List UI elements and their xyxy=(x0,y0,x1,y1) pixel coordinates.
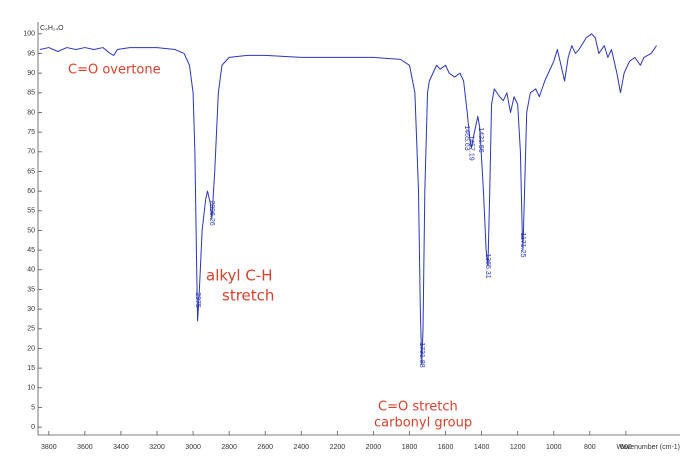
x-tick-label: 800 xyxy=(584,444,596,451)
peak-label: 1171.25 xyxy=(519,233,526,258)
x-tick-label: 3400 xyxy=(113,444,129,451)
x-tick-label: 2800 xyxy=(221,444,237,451)
y-tick-label: 10 xyxy=(27,385,35,392)
y-tick-label: 60 xyxy=(27,188,35,195)
x-tick-label: 2000 xyxy=(366,444,382,451)
y-tick-label: 5 xyxy=(31,404,35,411)
peak-label: 2975 xyxy=(194,292,201,308)
y-tick-label: 55 xyxy=(27,208,35,215)
y-tick-label: 100 xyxy=(23,31,35,38)
x-tick-label: 3800 xyxy=(41,444,57,451)
y-tick-label: 70 xyxy=(27,149,35,156)
annotation: C=O stretch xyxy=(378,400,458,415)
peak-label: 1421.56 xyxy=(477,127,484,152)
y-tick-label: 20 xyxy=(27,345,35,352)
x-tick-label: 3600 xyxy=(77,444,93,451)
y-tick-label: 30 xyxy=(27,306,35,313)
y-tick-label: 35 xyxy=(27,286,35,293)
y-tick-label: 25 xyxy=(27,326,35,333)
x-tick-label: 1000 xyxy=(546,444,562,451)
x-tick-label: 1400 xyxy=(474,444,490,451)
y-tick-label: 85 xyxy=(27,90,35,97)
peak-label: 1465.63 xyxy=(463,125,470,150)
spectrum-line xyxy=(39,33,657,365)
y-tick-label: 95 xyxy=(27,50,35,57)
x-tick-label: 3200 xyxy=(149,444,165,451)
y-tick-label: 15 xyxy=(27,365,35,372)
y-tick-label: 90 xyxy=(27,70,35,77)
annotation: alkyl C-H xyxy=(206,267,273,285)
y-tick-label: 45 xyxy=(27,247,35,254)
y-tick-label: 0 xyxy=(31,424,35,431)
chart-title: C₆H₁₄O xyxy=(40,25,64,32)
y-tick-label: 65 xyxy=(27,168,35,175)
x-tick-label: 1200 xyxy=(510,444,526,451)
x-tick-label: 2200 xyxy=(330,444,346,451)
y-tick-label: 40 xyxy=(27,267,35,274)
peak-label: 2896.26 xyxy=(208,200,215,225)
y-tick-label: 50 xyxy=(27,227,35,234)
y-tick-label: 75 xyxy=(27,129,35,136)
x-tick-label: 600 xyxy=(620,444,632,451)
annotation: carbonyl group xyxy=(374,416,472,431)
x-tick-label: 1600 xyxy=(438,444,454,451)
x-tick-label: 2600 xyxy=(257,444,273,451)
x-tick-label: 2400 xyxy=(294,444,310,451)
annotation: C=O overtone xyxy=(68,63,161,78)
x-tick-label: 3000 xyxy=(185,444,201,451)
peak-label: 1365.31 xyxy=(484,253,491,278)
annotation: stretch xyxy=(222,287,274,305)
y-tick-label: 80 xyxy=(27,109,35,116)
peak-label: 1731.88 xyxy=(418,342,425,367)
x-tick-label: 1800 xyxy=(402,444,418,451)
x-axis-label: Wavenumber (cm-1) xyxy=(616,444,680,451)
peak-label: 1457.19 xyxy=(467,135,474,160)
